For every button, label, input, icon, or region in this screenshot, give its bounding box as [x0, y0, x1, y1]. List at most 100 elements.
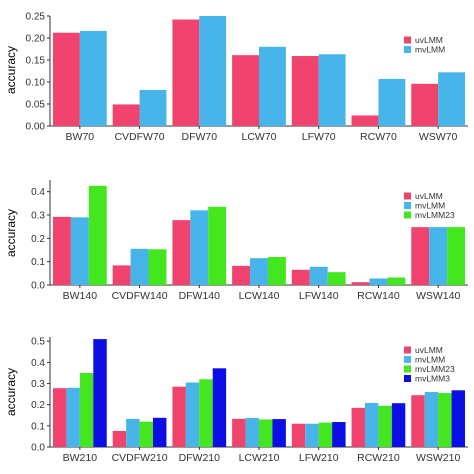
bar-mvLMM-WSW210	[424, 392, 439, 447]
y-tick-label: 0.25	[26, 12, 46, 23]
bar-mvLMM-LCW140	[250, 258, 268, 285]
y-tick-label: 0.05	[26, 100, 46, 111]
bar-uvLMM-DFW70	[172, 19, 200, 126]
x-tick-label: CVDFW210	[112, 452, 168, 464]
legend-key-mvLMM23	[404, 365, 411, 373]
bar-uvLMM-WSW70	[411, 83, 439, 126]
bar-mvLMM-WSW140	[429, 227, 448, 285]
bar-mvLMM-LFW70	[318, 54, 346, 126]
bar-mvLMM-BW210	[66, 387, 80, 447]
legend-key-uvLMM	[404, 192, 411, 200]
x-tick-label: RCW70	[360, 131, 397, 143]
bar-mvLMM23-LCW140	[267, 257, 286, 285]
y-tick-label: 0.0	[31, 281, 45, 292]
bar-uvLMM-LFW140	[291, 269, 310, 285]
y-tick-label: 0.10	[26, 78, 46, 89]
bar-mvLMM-LFW210	[305, 423, 319, 447]
bar-mvLMM3-RCW210	[391, 403, 406, 447]
bar-uvLMM-DFW140	[172, 220, 191, 285]
y-tick-label: 0.2	[31, 400, 45, 411]
bar-mvLMM-CVDFW210	[126, 418, 140, 447]
bar-mvLMM23-RCW210	[378, 405, 392, 447]
bar-uvLMM-LCW70	[232, 55, 259, 126]
legend-key-mvLMM	[404, 356, 411, 363]
bar-mvLMM-DFW140	[190, 210, 209, 285]
bar-mvLMM-DFW210	[185, 382, 200, 447]
bar-mvLMM-LFW140	[309, 266, 328, 285]
bar-mvLMM-RCW70	[378, 78, 406, 126]
bar-mvLMM-LCW210	[245, 418, 259, 447]
bar-mvLMM3-DFW210	[212, 368, 227, 447]
legend-label-mvLMM: mvLMM	[415, 355, 445, 365]
bar-mvLMM-RCW140	[369, 278, 388, 285]
bar-uvLMM-WSW140	[411, 227, 430, 285]
y-tick-label: 0.15	[26, 56, 46, 67]
bar-uvLMM-CVDFW140	[112, 265, 131, 285]
x-tick-label: WSW210	[416, 452, 461, 464]
bar-uvLMM-LCW140	[232, 265, 251, 285]
x-tick-label: BW140	[63, 290, 98, 302]
x-tick-label: CVDFW70	[114, 131, 164, 143]
bar-mvLMM23-DFW140	[208, 206, 227, 285]
bar-mvLMM23-LCW210	[259, 419, 273, 447]
bar-mvLMM-WSW70	[438, 72, 466, 126]
y-tick-label: 0.20	[26, 34, 46, 45]
x-tick-label: LCW210	[239, 452, 280, 464]
bar-uvLMM-LFW210	[291, 423, 306, 447]
bar-uvLMM-RCW70	[351, 115, 379, 126]
bar-mvLMM-CVDFW70	[139, 89, 167, 126]
bar-mvLMM23-DFW210	[199, 379, 213, 447]
bar-mvLMM-BW140	[70, 217, 89, 285]
legend-key-mvLMM3	[404, 375, 411, 382]
bar-mvLMM23-LFW140	[327, 272, 346, 285]
bar-mvLMM3-BW210	[93, 339, 107, 447]
bar-uvLMM-WSW210	[411, 395, 425, 447]
y-axis-label: accuracy	[4, 46, 18, 94]
y-tick-label: 0.5	[31, 337, 45, 348]
x-tick-label: RCW140	[357, 290, 400, 302]
chart-panel-1: accuracy 0.00 0.05 0.10 0.15 0.20 0.25 BW70 CVDF…	[4, 12, 468, 143]
y-tick-label: 0.0	[31, 443, 45, 454]
bar-mvLMM3-WSW210	[451, 390, 466, 447]
bar-uvLMM-LCW210	[232, 418, 246, 447]
bar-mvLMM-CVDFW140	[130, 248, 149, 285]
x-tick-label: DFW210	[179, 452, 221, 464]
legend-key-mvLMM23	[404, 211, 411, 219]
bar-mvLMM23-CVDFW140	[148, 249, 167, 285]
chart-panel-2: accuracy 0.0 0.1 0.2 0.3 0.4 BW140 CVDFW140 DFW1…	[4, 180, 468, 302]
legend-label-mvLMM23: mvLMM23	[415, 210, 455, 220]
x-tick-label: LFW140	[299, 290, 339, 302]
legend-key-mvLMM	[404, 46, 411, 53]
x-tick-label: LCW140	[239, 290, 280, 302]
x-tick-label: BW70	[66, 131, 95, 143]
x-tick-label: BW210	[63, 452, 98, 464]
y-tick-label: 0.4	[31, 187, 45, 198]
bar-mvLMM23-RCW140	[387, 277, 406, 285]
bar-mvLMM3-LFW210	[332, 422, 346, 447]
legend-label-uvLMM: uvLMM	[415, 345, 443, 355]
x-tick-label: DFW140	[179, 290, 221, 302]
x-tick-label: DFW70	[181, 131, 217, 143]
x-tick-label: CVDFW140	[112, 290, 168, 302]
y-axis-label: accuracy	[4, 368, 18, 416]
x-tick-label: LFW70	[302, 131, 336, 143]
bar-uvLMM-CVDFW210	[112, 430, 127, 447]
bar-mvLMM23-WSW140	[447, 227, 466, 285]
legend-key-uvLMM	[404, 36, 411, 44]
legend-label-mvLMM3: mvLMM3	[415, 374, 450, 384]
legend-label-mvLMM23: mvLMM23	[415, 364, 455, 374]
bar-mvLMM-DFW70	[199, 16, 227, 126]
x-tick-label: WSW70	[419, 131, 458, 143]
y-axis-label: accuracy	[4, 209, 18, 257]
y-tick-label: 0.00	[26, 122, 46, 133]
legend-key-mvLMM	[404, 202, 411, 209]
legend-label-uvLMM: uvLMM	[415, 35, 443, 45]
bar-mvLMM23-BW140	[88, 185, 107, 285]
bar-uvLMM-BW210	[52, 388, 67, 447]
bar-mvLMM23-WSW210	[438, 393, 452, 447]
chart-panel-3: accuracy 0.0 0.1 0.2 0.3 0.4 0.5 BW210 CVDFW210 D…	[4, 337, 468, 464]
x-tick-label: WSW140	[416, 290, 461, 302]
y-tick-label: 0.1	[31, 421, 45, 432]
bar-uvLMM-BW70	[52, 32, 80, 126]
